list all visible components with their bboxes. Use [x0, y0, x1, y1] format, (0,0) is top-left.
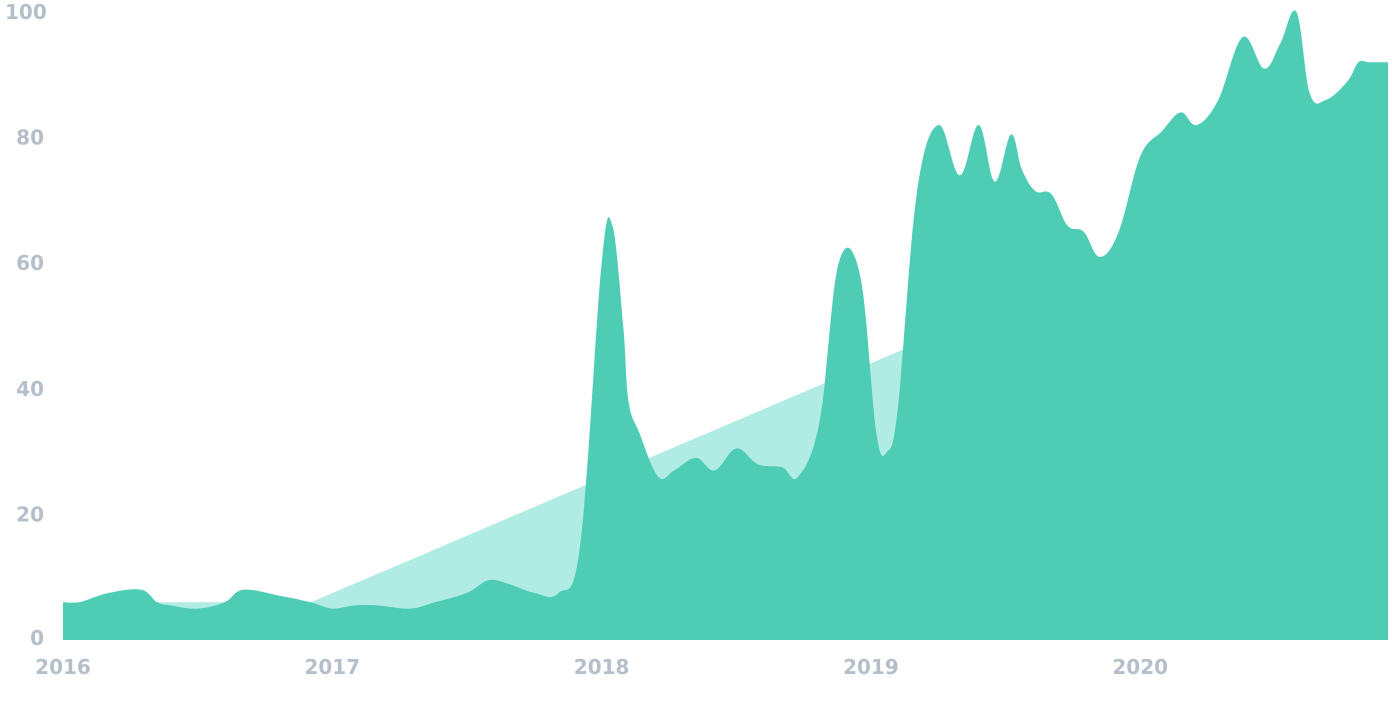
y-tick-label: 40 — [16, 377, 44, 401]
x-tick-label: 2017 — [304, 655, 360, 679]
x-tick-label: 2019 — [843, 655, 899, 679]
y-tick-label: 0 — [30, 626, 44, 650]
y-tick-label: 80 — [16, 126, 44, 150]
x-axis-labels: 2016 2017 2018 2019 2020 — [35, 655, 1168, 679]
y-tick-label: 20 — [16, 502, 44, 526]
x-tick-label: 2020 — [1112, 655, 1168, 679]
interest-area — [63, 10, 1388, 641]
x-tick-label: 2018 — [574, 655, 630, 679]
y-axis-labels: 0 20 40 60 80 100 — [5, 0, 47, 650]
y-tick-label: 100 — [5, 0, 47, 24]
y-tick-label: 60 — [16, 251, 44, 275]
x-tick-label: 2016 — [35, 655, 91, 679]
plot-area — [63, 10, 1388, 641]
